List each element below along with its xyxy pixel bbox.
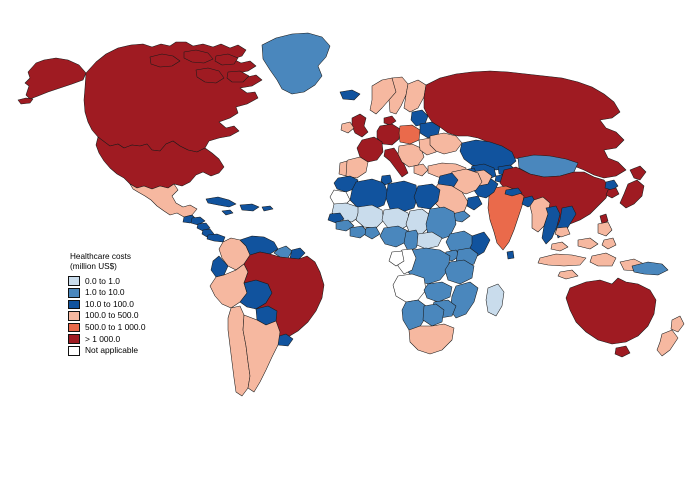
legend-swatch-c7 [68,346,80,356]
country-finland[interactable] [404,80,426,112]
legend-title-line2: (million US$) [70,262,117,272]
country-italy[interactable] [384,148,408,177]
country-taiwan[interactable] [600,214,608,224]
country-jamaica[interactable] [222,210,233,215]
country-nepal[interactable] [505,188,522,196]
legend-item: 100.0 to 500.0 [68,310,188,322]
country-venezuela[interactable] [240,236,278,255]
country-morocco[interactable] [334,176,358,192]
country-philippines[interactable] [598,222,616,249]
legend-swatch-c1 [68,276,80,286]
legend-label: 10.0 to 100.0 [85,298,134,309]
country-ukraine[interactable] [430,133,462,154]
country-zambia[interactable] [424,282,452,302]
country-libya[interactable] [386,181,418,212]
country-papua-new-guinea[interactable] [632,262,668,275]
country-denmark[interactable] [384,116,396,125]
map-legend: Healthcare costs (million US$) 0.0 to 1.… [68,252,188,357]
legend-item: > 1 000.0 [68,333,188,345]
legend-item: 0.0 to 1.0 [68,275,188,287]
country-mexico[interactable] [130,184,197,217]
country-egypt[interactable] [414,184,440,209]
country-iceland[interactable] [340,90,360,100]
country-usa[interactable] [96,137,224,189]
legend-label: 100.0 to 500.0 [85,310,139,321]
country-greece[interactable] [414,164,428,176]
country-cote-divoire[interactable] [350,226,368,238]
country-germany[interactable] [377,124,400,145]
legend-item: 500.0 to 1 000.0 [68,322,188,334]
country-hispaniola[interactable] [240,204,259,211]
legend-label: 500.0 to 1 000.0 [85,322,146,333]
country-greenland[interactable] [262,33,330,94]
country-alaska[interactable] [25,58,86,99]
country-gabon[interactable] [389,251,404,266]
country-france[interactable] [357,137,383,162]
country-panama[interactable] [207,234,225,242]
country-new-zealand[interactable] [657,316,684,356]
country-malaysia[interactable] [551,238,598,251]
country-algeria[interactable] [350,179,388,210]
legend-swatch-c5 [68,322,80,333]
country-tasmania[interactable] [615,346,630,357]
country-russia[interactable] [424,71,626,178]
legend-title: Healthcare costs (million US$) [70,252,188,272]
country-chad[interactable] [406,209,430,236]
country-ghana[interactable] [365,227,380,239]
country-mozambique[interactable] [450,282,478,318]
country-angola[interactable] [393,274,426,302]
country-honduras[interactable] [191,217,205,225]
country-myanmar[interactable] [530,197,550,232]
country-oman[interactable] [467,196,482,210]
country-senegal[interactable] [328,213,344,223]
country-mali[interactable] [356,205,384,228]
country-thailand[interactable] [542,206,560,244]
country-puerto-rico[interactable] [262,206,273,211]
country-tunisia[interactable] [381,175,392,185]
country-indonesia[interactable] [538,253,644,279]
country-india[interactable] [488,186,524,250]
country-niger[interactable] [382,208,410,230]
country-australia[interactable] [566,278,656,344]
country-south-korea[interactable] [606,188,619,198]
country-suriname[interactable] [290,248,305,259]
country-argentina[interactable] [243,315,280,392]
legend-swatch-c3 [68,299,80,310]
country-sweden[interactable] [389,77,408,114]
country-ireland[interactable] [341,122,354,133]
legend-label: 1.0 to 10.0 [85,287,125,298]
legend-label: 0.0 to 1.0 [85,275,120,286]
country-aleutians[interactable] [18,98,33,104]
country-botswana[interactable] [423,304,444,326]
country-central-african-republic[interactable] [417,232,442,249]
country-nigeria[interactable] [380,226,408,247]
country-japan[interactable] [620,166,646,208]
legend-swatch-c2 [68,288,80,298]
country-madagascar[interactable] [486,284,504,316]
legend-label: Not applicable [85,345,139,356]
legend-item: 1.0 to 10.0 [68,287,188,299]
legend-swatch-c6 [68,334,80,344]
country-cuba[interactable] [206,197,236,207]
legend-item: Not applicable [68,345,188,357]
country-cambodia[interactable] [555,227,570,237]
legend-item: 10.0 to 100.0 [68,299,188,311]
country-uk[interactable] [352,114,368,137]
country-poland[interactable] [399,125,420,144]
legend-swatch-c4 [68,311,80,321]
country-canada-arctic-islands[interactable] [150,50,249,83]
map-countries [18,33,684,396]
country-portugal[interactable] [339,161,347,176]
legend-items: 0.0 to 1.0 1.0 to 10.0 10.0 to 100.0 100.0 … [68,275,188,356]
country-namibia[interactable] [402,300,426,330]
country-south-africa[interactable] [409,324,454,354]
legend-title-line1: Healthcare costs [70,252,131,261]
country-tanzania[interactable] [445,260,474,284]
country-sri-lanka[interactable] [507,251,514,259]
country-cameroon[interactable] [404,230,420,251]
legend-label: > 1 000.0 [85,333,121,344]
